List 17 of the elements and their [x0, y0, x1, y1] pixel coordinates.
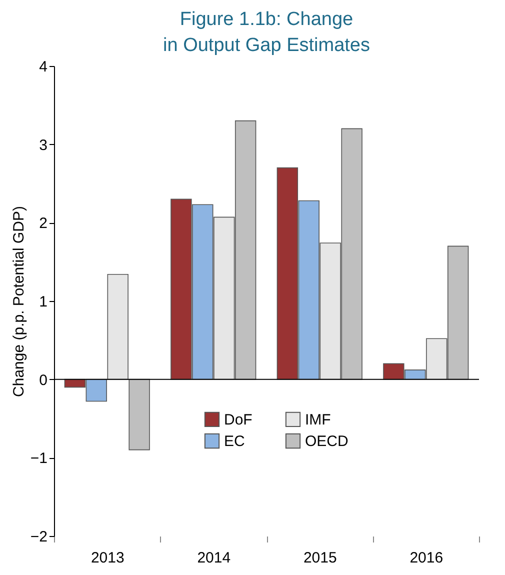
- y-tick-label: 4: [39, 58, 48, 76]
- y-tick-label: 0: [39, 372, 48, 389]
- legend-label: OECD: [305, 433, 349, 450]
- y-axis-title: Change (p.p. Potential GDP): [10, 206, 28, 397]
- y-tick-label: −2: [30, 528, 48, 546]
- x-tick-label: 2013: [90, 550, 124, 566]
- y-tick-label: 2: [39, 215, 48, 232]
- x-tick-label: 2014: [197, 550, 231, 566]
- x-tick-label: 2016: [410, 550, 444, 566]
- legend-label: EC: [224, 433, 246, 450]
- legend-label: IMF: [305, 411, 331, 428]
- y-tick-label: 3: [39, 136, 48, 154]
- legend-label: DoF: [224, 411, 252, 428]
- y-tick-label: −1: [30, 450, 48, 468]
- chart-title: Figure 1.1b: Change in Output Gap Estimates: [163, 9, 370, 56]
- y-tick-label: 1: [39, 294, 48, 310]
- x-tick-label: 2015: [303, 550, 337, 566]
